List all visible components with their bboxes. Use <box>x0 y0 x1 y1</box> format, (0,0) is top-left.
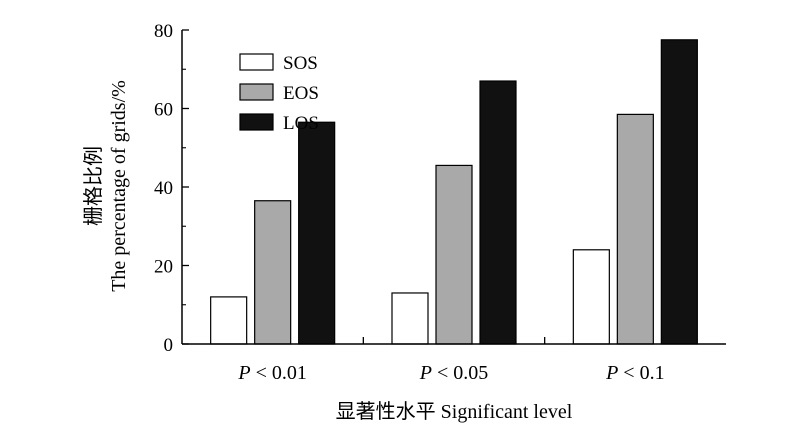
x-axis: P < 0.01 P < 0.05 P < 0.1 <box>182 337 726 384</box>
legend-swatch-los <box>239 113 274 131</box>
y-tick-label: 20 <box>154 257 173 278</box>
bar-eos-3 <box>616 113 654 345</box>
y-tick-label: 60 <box>154 100 173 121</box>
legend-swatch-eos <box>239 83 274 101</box>
bar-los-3 <box>660 39 698 345</box>
legend-label-sos: SOS <box>283 53 318 74</box>
y-tick-label: 0 <box>164 335 174 356</box>
bar-sos-2 <box>391 292 429 345</box>
y-axis: 0 20 40 60 80 <box>154 21 189 356</box>
y-axis-label-english: The percentage of grids/% <box>108 80 130 292</box>
y-axis-label-chinese: 栅格比例 <box>82 146 105 226</box>
bar-eos-2 <box>435 164 473 345</box>
legend: SOS EOS LOS <box>239 53 319 134</box>
x-category-label: P < 0.01 <box>237 362 307 384</box>
bar-los-2 <box>479 80 517 345</box>
x-category-label: P < 0.1 <box>605 362 665 384</box>
bar-sos-3 <box>572 249 610 345</box>
bar-los-1 <box>298 121 336 345</box>
bar-eos-1 <box>254 200 292 345</box>
x-axis-label: 显著性水平 Significant level <box>336 400 573 423</box>
bar-sos-1 <box>210 296 248 345</box>
y-tick-label: 80 <box>154 21 173 42</box>
y-tick-label: 40 <box>154 178 173 199</box>
x-category-label: P < 0.05 <box>419 362 489 384</box>
plot-area <box>210 39 698 345</box>
legend-label-eos: EOS <box>283 83 319 104</box>
legend-swatch-sos <box>239 53 274 71</box>
legend-label-los: LOS <box>283 113 319 134</box>
